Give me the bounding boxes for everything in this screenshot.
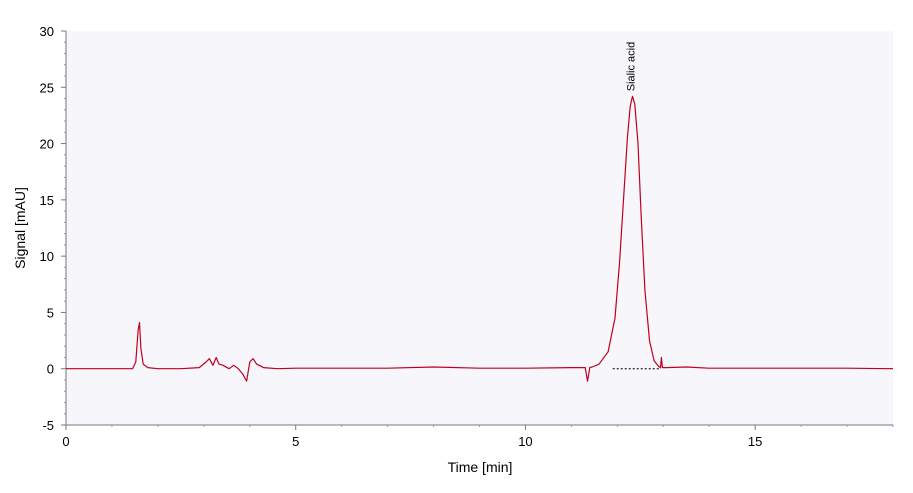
- signal-trace: [66, 95, 894, 382]
- peak-label: Sialic acid: [625, 42, 637, 92]
- x-tick-label: 5: [292, 434, 299, 449]
- plot-area: [66, 31, 893, 425]
- y-axis-label: Signal [mAU]: [12, 187, 28, 269]
- y-tick-label: 15: [40, 193, 54, 208]
- y-tick-label: 30: [40, 24, 54, 39]
- x-tick-label: 0: [62, 434, 69, 449]
- y-tick-label: 5: [47, 305, 54, 320]
- y-tick-label: 10: [40, 249, 54, 264]
- x-tick-label: 15: [748, 434, 762, 449]
- y-tick-label: 25: [40, 80, 54, 95]
- x-tick-label: 10: [518, 434, 532, 449]
- axes: -5 0 5 10 15 20 25 30 0 5 10 15: [40, 24, 894, 449]
- y-tick-label: 0: [47, 362, 54, 377]
- y-tick-label: -5: [42, 418, 54, 433]
- y-tick-label: 20: [40, 137, 54, 152]
- x-axis-label: Time [min]: [448, 459, 513, 475]
- chart-marks: Sialic acid: [66, 42, 894, 382]
